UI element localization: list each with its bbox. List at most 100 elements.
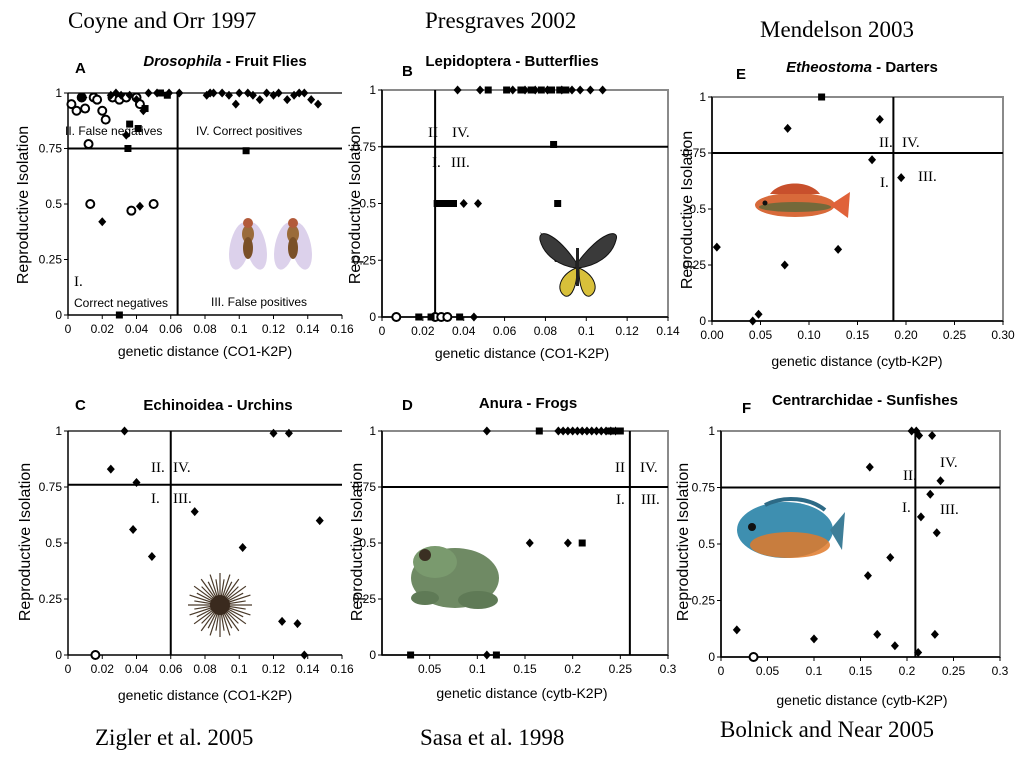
panel-title-text: Lepidoptera - Butterflies (425, 53, 598, 70)
x-tick-label: 0 (379, 324, 386, 338)
x-tick-label: 0.05 (418, 662, 442, 676)
data-point-diamond (315, 516, 324, 526)
data-point-square (433, 200, 441, 207)
quadrant-label-iv: IV. (173, 460, 191, 476)
x-tick-label: 0.02 (411, 324, 435, 338)
x-tick-label: 0.15 (513, 662, 537, 676)
x-axis-label: genetic distance (CO1-K2P) (435, 345, 609, 361)
data-point-diamond (132, 95, 141, 105)
y-tick-label: 0.5 (359, 536, 376, 550)
data-point-diamond (578, 426, 587, 436)
x-tick-label: 0.20 (894, 328, 918, 342)
data-point-diamond (936, 476, 945, 486)
data-point-circle (100, 114, 111, 125)
x-tick-label: 0.3 (660, 662, 677, 676)
quadrant-label-i: I. (151, 491, 160, 507)
quadrant-label-ii: II. (879, 135, 893, 151)
y-tick-label: 0.75 (683, 146, 707, 160)
quadrant-label-ii: II. (903, 468, 917, 484)
data-point-diamond (865, 462, 874, 472)
data-point-diamond (563, 426, 572, 436)
data-point-circle (71, 105, 82, 116)
x-tick-label: 0.04 (125, 662, 149, 676)
x-tick-label: 0.16 (330, 662, 354, 676)
quadrant-label-ii: II (428, 125, 438, 141)
citation-presgraves: Presgraves 2002 (425, 8, 577, 33)
panel-title-italic: Drosophila (143, 53, 221, 70)
y-tick-label: 0.25 (353, 592, 377, 606)
x-tick-label: 0.06 (159, 322, 183, 336)
citation-coyne-orr: Coyne and Orr 1997 (68, 8, 257, 33)
data-point-square (450, 200, 457, 207)
panel-letter: C (75, 397, 86, 414)
y-tick-label: 0 (369, 310, 376, 324)
data-point-square (242, 147, 250, 155)
data-point-diamond (218, 88, 227, 98)
data-point-square (124, 145, 132, 152)
y-tick-label: 1 (369, 424, 376, 438)
data-point-diamond (863, 571, 872, 581)
x-tick-label: 0.1 (806, 664, 823, 678)
data-point-diamond (106, 464, 115, 474)
y-tick-label: 0.25 (39, 253, 63, 267)
data-point-diamond (307, 95, 316, 105)
data-point-square (818, 93, 826, 101)
data-point-diamond (587, 426, 596, 436)
data-point-square (556, 86, 564, 94)
data-point-diamond (886, 553, 895, 563)
x-tick-label: 0.1 (469, 662, 486, 676)
data-point-circle (90, 650, 101, 660)
data-point-diamond (295, 88, 304, 98)
data-point-diamond (563, 538, 572, 548)
data-point-diamond (255, 95, 264, 105)
data-point-square (163, 91, 171, 99)
data-point-diamond (469, 312, 478, 322)
data-point-diamond (135, 201, 144, 211)
y-tick-label: 0 (55, 308, 62, 322)
quadrant-label-i: I. (880, 175, 889, 191)
data-point-diamond (559, 426, 568, 436)
panel-title-text: Echinoidea - Urchins (143, 397, 292, 414)
x-tick-label: 0.1 (231, 322, 248, 336)
x-tick-label: 0.04 (452, 324, 476, 338)
data-point-diamond (224, 90, 233, 100)
y-tick-label: 1 (55, 86, 62, 100)
quadrant-label-ii: II (615, 460, 625, 476)
data-point-diamond (231, 99, 240, 109)
data-point-diamond (834, 244, 843, 254)
data-point-circle (126, 205, 137, 216)
data-point-diamond (567, 85, 576, 95)
y-tick-label: 0.5 (45, 197, 62, 211)
data-point-diamond (783, 123, 792, 133)
quadrant-label-iv: IV. (902, 135, 920, 151)
data-point-circle (148, 199, 159, 209)
data-point-circle (80, 103, 91, 114)
panel-letter: A (75, 60, 86, 77)
data-point-diamond (573, 426, 582, 436)
data-point-diamond (875, 114, 884, 124)
data-point-square (407, 651, 415, 659)
data-point-square (156, 89, 164, 97)
data-point-diamond (525, 538, 534, 548)
data-point-diamond (120, 426, 129, 436)
data-point-square (550, 140, 558, 148)
y-axis-label: Reproductive Isolation (15, 126, 32, 284)
quadrant-label-iii: III. (918, 169, 937, 185)
data-point-diamond (132, 478, 141, 488)
citation-sasa: Sasa et al. 1998 (420, 725, 565, 750)
quadrant-label-iv: IV. (452, 125, 470, 141)
quadrant-label-i: I. (74, 274, 83, 290)
y-axis-label: Reproductive Isolation (17, 463, 34, 621)
data-point-diamond (300, 88, 309, 98)
quadrant-label-iii: III. (451, 155, 470, 171)
data-point-diamond (712, 242, 721, 252)
x-tick-label: 0.1 (231, 662, 248, 676)
data-point-square (415, 313, 423, 321)
y-axis-label: Reproductive Isolation (349, 463, 366, 621)
data-point-diamond (209, 88, 218, 98)
y-tick-label: 0.5 (698, 537, 715, 551)
data-point-square (427, 313, 435, 321)
fruit-fly-icon (229, 218, 267, 270)
